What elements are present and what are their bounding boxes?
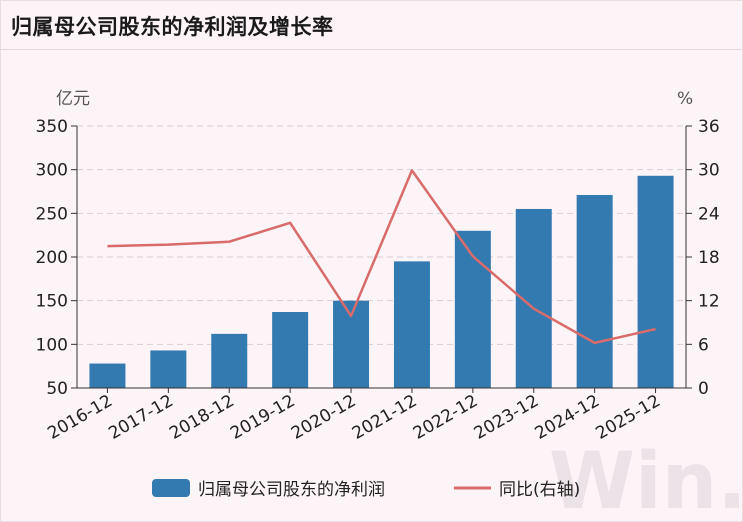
bar (211, 333, 248, 388)
x-tick-label: 2019-12 (227, 391, 299, 444)
bar-series (89, 175, 674, 388)
left-tick-label: 150 (36, 292, 68, 312)
x-tick-label: 2022-12 (410, 391, 482, 444)
left-tick-label: 300 (36, 161, 68, 181)
watermark-logo: Win.d (549, 437, 742, 521)
chart-title: 归属母公司股东的净利润及增长率 (11, 15, 334, 39)
bar (576, 194, 613, 388)
x-tick-label: 2021-12 (349, 391, 421, 444)
left-tick-label: 250 (36, 204, 68, 224)
left-tick-label: 50 (46, 379, 68, 399)
right-tick-label: 6 (698, 335, 709, 355)
right-tick-label: 30 (698, 161, 720, 181)
left-tick-label: 200 (36, 248, 68, 268)
x-tick-label: 2024-12 (532, 391, 604, 444)
x-tick-label: 2020-12 (288, 391, 360, 444)
axes (71, 125, 692, 393)
bar (637, 175, 674, 388)
growth-line (107, 169, 656, 345)
right-tick-label: 24 (698, 204, 720, 224)
right-tick-label: 36 (698, 117, 720, 137)
x-tick-label: 2023-12 (471, 391, 543, 444)
bar (89, 363, 126, 388)
right-tick-label: 18 (698, 248, 720, 268)
x-tick-label: 2017-12 (105, 391, 177, 444)
tick-labels: 501001502002503003500612182430362016-122… (36, 117, 720, 444)
bar (272, 312, 309, 388)
right-axis-unit: % (677, 89, 693, 109)
legend: 归属母公司股东的净利润 同比(右轴) (152, 479, 580, 500)
legend-bar-swatch (152, 479, 190, 497)
title-divider (1, 49, 742, 50)
legend-line-label: 同比(右轴) (499, 480, 580, 500)
grid-lines (77, 125, 686, 345)
left-axis-unit: 亿元 (56, 89, 90, 109)
legend-bar-label: 归属母公司股东的净利润 (198, 480, 385, 500)
x-tick-label: 2018-12 (166, 391, 238, 444)
bar (393, 261, 430, 388)
bar (150, 350, 187, 388)
right-tick-label: 12 (698, 292, 720, 312)
line-series (107, 169, 656, 345)
right-tick-label: 0 (698, 379, 709, 399)
left-tick-label: 100 (36, 335, 68, 355)
left-tick-label: 350 (36, 117, 68, 137)
x-tick-label: 2025-12 (593, 391, 665, 444)
